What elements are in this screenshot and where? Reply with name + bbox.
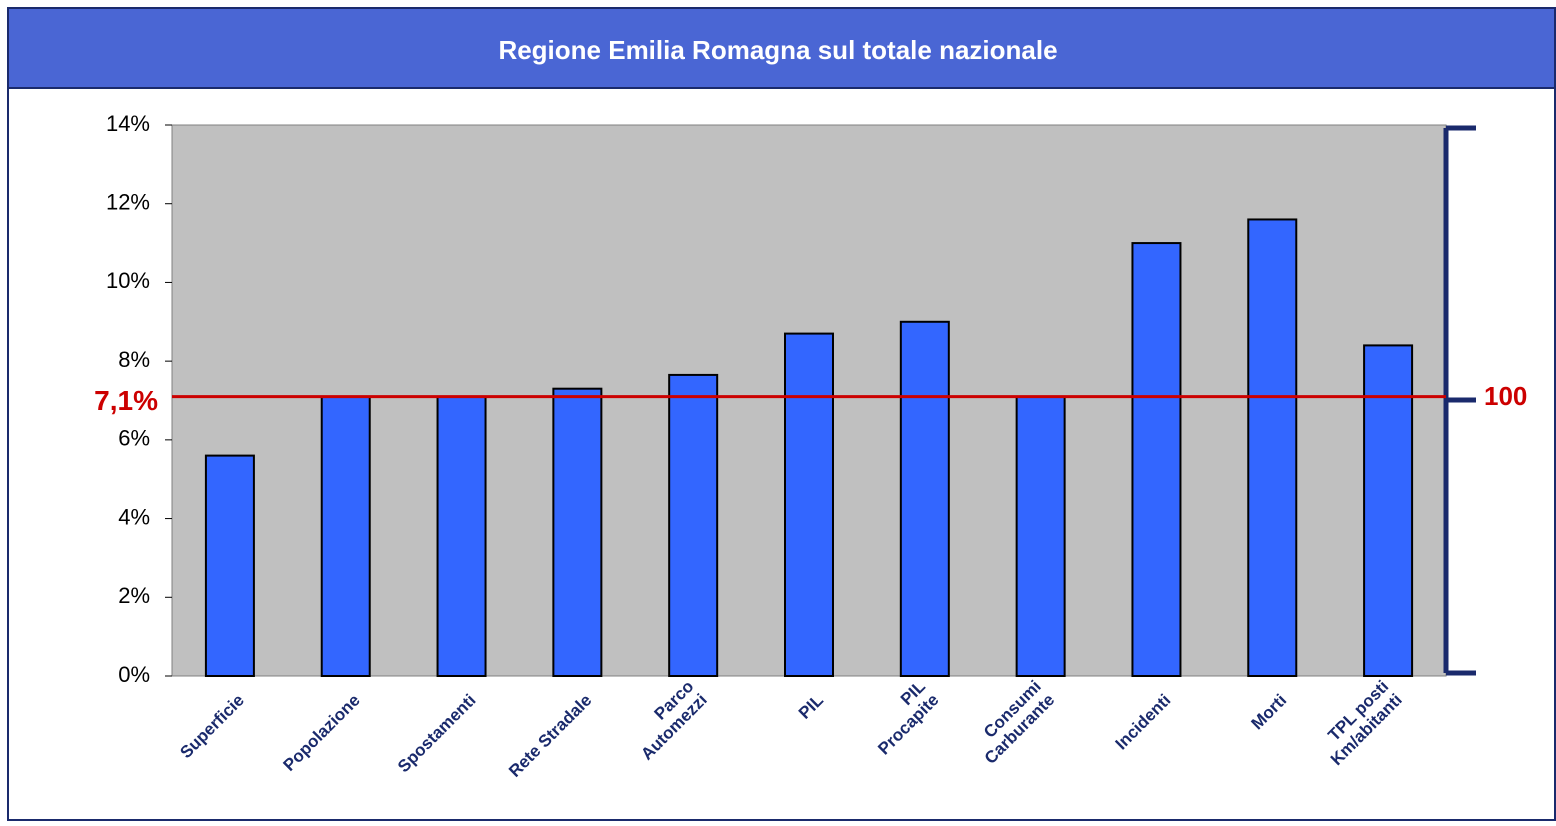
y-tick-label: 4%: [118, 504, 150, 529]
bar: [1247, 218, 1298, 677]
header: [7, 7, 1556, 89]
bar: [552, 387, 603, 677]
right-bracket: [1443, 125, 1476, 676]
y-tick-label: 12%: [106, 190, 150, 215]
bar: [1363, 344, 1414, 677]
bar: [1131, 242, 1182, 677]
bar: [320, 395, 371, 677]
bar: [436, 395, 487, 677]
bar: [668, 373, 719, 677]
y-tick-label: 2%: [118, 583, 150, 608]
y-tick-label: 6%: [118, 426, 150, 451]
y-tick-label: 14%: [106, 111, 150, 136]
y-tick-label: 10%: [106, 268, 150, 293]
reference-label: 7,1%: [94, 385, 158, 416]
reference-right-label: 100: [1484, 381, 1527, 411]
bar: [784, 332, 834, 677]
bar: [1015, 395, 1066, 677]
bar: [204, 454, 255, 677]
y-tick-label: 8%: [118, 347, 150, 372]
y-tick-label: 0%: [118, 662, 150, 687]
bar: [899, 320, 950, 677]
chart-title: Regione Emilia Romagna sul totale nazion…: [498, 35, 1057, 65]
